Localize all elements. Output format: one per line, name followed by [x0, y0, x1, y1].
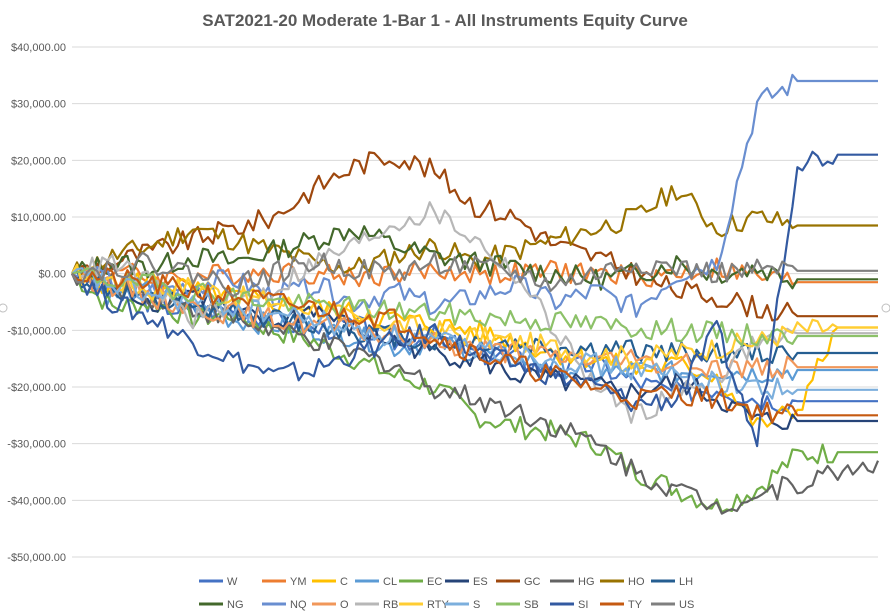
legend-item-w: W — [199, 576, 238, 588]
legend-item-rty: RTY — [399, 599, 449, 611]
legend-label: W — [227, 576, 238, 588]
legend-label: SI — [578, 599, 588, 611]
series-line-s — [71, 267, 878, 400]
legend-item-ym: YM — [262, 576, 307, 588]
series-line-us — [71, 251, 878, 298]
y-tick-label: $30,000.00 — [11, 99, 66, 111]
legend-item-o: O — [312, 599, 349, 611]
legend-item-si: SI — [550, 599, 588, 611]
legend-label: EC — [427, 576, 442, 588]
y-tick-label: -$30,000.00 — [7, 439, 66, 451]
y-tick-label: $40,000.00 — [11, 42, 66, 54]
legend-label: RTY — [427, 599, 449, 611]
legend-item-ng: NG — [199, 599, 244, 611]
series-line-ec — [71, 272, 878, 514]
series-line-rb — [71, 201, 878, 424]
y-tick-label: -$40,000.00 — [7, 495, 66, 507]
legend-label: HG — [578, 576, 595, 588]
legend-item-ec: EC — [399, 576, 442, 588]
series-line-gc — [71, 151, 878, 322]
left-resize-handle[interactable] — [0, 303, 8, 313]
y-tick-label: $10,000.00 — [11, 212, 66, 224]
series-line-nq — [71, 73, 878, 318]
chart-title: SAT2021-20 Moderate 1-Bar 1 - All Instru… — [202, 11, 688, 30]
legend-label: TY — [628, 599, 643, 611]
legend-label: LH — [679, 576, 693, 588]
legend-label: NG — [227, 599, 244, 611]
legend-item-c: C — [312, 576, 348, 588]
right-resize-handle[interactable] — [881, 303, 890, 313]
y-tick-label: -$10,000.00 — [7, 325, 66, 337]
legend-item-s: S — [445, 599, 480, 611]
y-tick-label: $20,000.00 — [11, 155, 66, 167]
legend-label: US — [679, 599, 694, 611]
legend-label: YM — [290, 576, 307, 588]
legend-item-rb: RB — [355, 599, 398, 611]
legend-item-es: ES — [445, 576, 488, 588]
legend-item-lh: LH — [651, 576, 693, 588]
legend-label: S — [473, 599, 480, 611]
legend-label: CL — [383, 576, 397, 588]
legend-label: RB — [383, 599, 398, 611]
legend-item-cl: CL — [355, 576, 397, 588]
legend-item-hg: HG — [550, 576, 595, 588]
selection-handles[interactable] — [0, 303, 890, 313]
series-line-ym — [71, 257, 878, 291]
legend-label: C — [340, 576, 348, 588]
series-line-ho — [70, 185, 878, 278]
legend-label: O — [340, 599, 349, 611]
y-tick-label: $0.00 — [38, 269, 66, 281]
series-line-si — [71, 150, 878, 448]
legend-item-ty: TY — [600, 599, 643, 611]
y-tick-label: -$50,000.00 — [7, 552, 66, 564]
legend-item-gc: GC — [496, 576, 541, 588]
legend-item-nq: NQ — [262, 599, 307, 611]
legend-label: HO — [628, 576, 645, 588]
legend-label: GC — [524, 576, 541, 588]
y-tick-label: -$20,000.00 — [7, 382, 66, 394]
y-axis-tick-labels: $40,000.00 $30,000.00 $20,000.00 $10,000.00… — [7, 42, 66, 564]
series-lines — [70, 73, 880, 515]
legend-label: ES — [473, 576, 488, 588]
series-line-hg — [70, 268, 880, 515]
legend: W YM C CL EC ES GC HG HO LH NG NQ O RB RTY S SB SI TY US — [199, 576, 694, 611]
legend-item-us: US — [651, 599, 694, 611]
legend-label: NQ — [290, 599, 307, 611]
legend-label: SB — [524, 599, 539, 611]
legend-item-sb: SB — [496, 599, 539, 611]
series-line-ty — [71, 267, 878, 424]
legend-item-ho: HO — [600, 576, 645, 588]
